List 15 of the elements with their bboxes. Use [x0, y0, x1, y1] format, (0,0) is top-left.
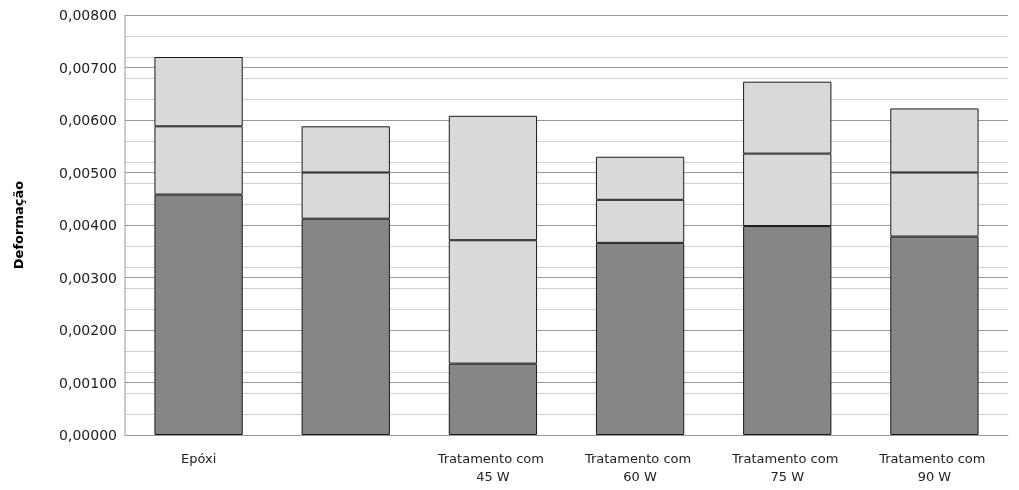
x-tick-label: Tratamento com 75 W — [731, 450, 843, 484]
y-tick-label: 0,00300 — [59, 269, 117, 286]
y-tick-label: 0,00800 — [59, 7, 117, 23]
y-tick-label: 0,00100 — [59, 374, 117, 391]
y-tick-label: 0,00500 — [59, 164, 117, 181]
x-tick-label: Tratamento com 45 W — [436, 450, 549, 484]
y-axis-title: Deformação — [11, 180, 26, 270]
x-tick-label: Epóxi — [180, 450, 217, 466]
y-tick-label: 0,00600 — [59, 112, 117, 128]
y-tick-label: 0,00000 — [59, 427, 117, 443]
x-tick-label: Tratamento com 90 W — [878, 450, 990, 484]
y-tick-label: 0,00400 — [59, 217, 117, 233]
x-tick-label: Tratamento com 60 W — [583, 450, 696, 484]
y-tick-label: 0,00700 — [59, 59, 117, 76]
y-tick-label: 0,00200 — [59, 322, 117, 338]
